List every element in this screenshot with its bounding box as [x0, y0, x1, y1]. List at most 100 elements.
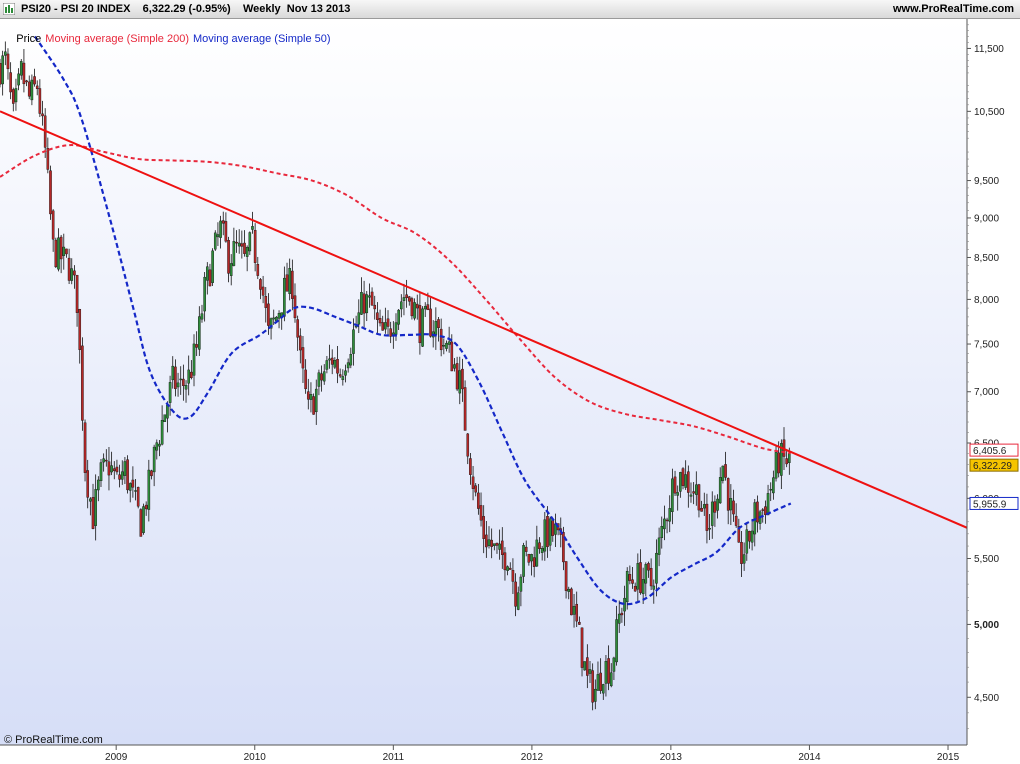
- candle-down: [527, 553, 531, 563]
- candle-up: [309, 394, 313, 400]
- candle-down: [700, 508, 703, 512]
- y-tick-label: 9,000: [974, 213, 999, 224]
- candle-down: [599, 672, 602, 691]
- candle-down: [665, 519, 669, 522]
- candle-up: [187, 369, 190, 384]
- candle-up: [394, 322, 398, 335]
- candle-down: [681, 468, 685, 486]
- candle-down: [777, 452, 780, 474]
- candle-down: [362, 293, 366, 314]
- copyright: © ProRealTime.com: [4, 734, 103, 746]
- candle-down: [378, 317, 382, 324]
- candle-up: [445, 342, 448, 349]
- candle-up: [219, 220, 222, 238]
- candle-up: [668, 508, 672, 522]
- candle-up: [596, 674, 600, 691]
- price-chart[interactable]: 4,5005,0005,5006,0006,5007,0007,5008,000…: [0, 19, 1020, 764]
- candle-down: [578, 621, 581, 625]
- candle-up: [198, 316, 201, 350]
- candle-up: [184, 385, 188, 390]
- candle-down: [495, 542, 499, 546]
- candle-down: [580, 627, 584, 668]
- candle-up: [742, 554, 746, 564]
- candle-down: [647, 563, 650, 571]
- candle-up: [317, 372, 321, 387]
- candle-up: [788, 453, 791, 463]
- candle-down: [81, 345, 84, 421]
- candle-up: [325, 360, 329, 370]
- candle-down: [267, 303, 270, 326]
- candle-down: [67, 257, 71, 281]
- candle-down: [687, 471, 690, 493]
- candle-up: [660, 526, 664, 539]
- candle-down: [564, 561, 568, 591]
- candle-up: [745, 529, 749, 554]
- candle-down: [415, 303, 419, 309]
- candle-down: [381, 322, 384, 331]
- candle-up: [245, 247, 249, 257]
- candle-up: [493, 543, 496, 546]
- candle-up: [641, 579, 645, 595]
- candle-down: [306, 391, 310, 400]
- candle-down: [418, 305, 422, 344]
- candle-down: [764, 506, 767, 515]
- candle-up: [213, 232, 217, 250]
- candle-up: [617, 613, 621, 624]
- candle-up: [548, 518, 552, 546]
- candle-down: [376, 312, 379, 320]
- candle-down: [761, 509, 765, 511]
- candle-down: [633, 585, 637, 592]
- candle-down: [479, 505, 483, 521]
- candle-up: [70, 268, 74, 281]
- candle-down: [500, 540, 504, 555]
- candle-up: [288, 268, 291, 295]
- candle-down: [524, 546, 528, 552]
- candle-up: [522, 545, 525, 577]
- candle-up: [543, 519, 547, 552]
- candle-up: [314, 388, 318, 413]
- candle-up: [625, 571, 629, 603]
- candle-up: [205, 266, 209, 281]
- candle-up: [360, 292, 363, 315]
- last-price-tag-box: [969, 458, 1019, 472]
- candle-up: [283, 277, 286, 317]
- candle-up: [729, 498, 733, 511]
- candle-down: [511, 570, 515, 582]
- candle-down: [105, 459, 108, 462]
- candle-up: [402, 297, 406, 301]
- candle-up: [269, 318, 273, 329]
- candle-down: [27, 81, 31, 97]
- candle-up: [689, 494, 693, 497]
- candle-up: [349, 354, 353, 366]
- x-axis-panel: [0, 745, 967, 764]
- candle-down: [291, 270, 294, 299]
- y-tick-label: 8,500: [974, 253, 999, 264]
- ma50-line: [34, 35, 792, 606]
- candle-down: [485, 534, 488, 548]
- candle-up: [229, 263, 233, 276]
- candle-down: [86, 470, 90, 498]
- candle-up: [176, 382, 180, 388]
- candle-up: [158, 443, 161, 447]
- candle-down: [136, 486, 140, 507]
- candle-up: [4, 51, 7, 56]
- candle-up: [769, 488, 773, 491]
- candle-down: [51, 210, 55, 240]
- candle-up: [487, 539, 491, 546]
- candle-down: [482, 516, 485, 539]
- candle-down: [65, 248, 68, 255]
- candle-up: [588, 669, 592, 674]
- candle-down: [59, 236, 63, 260]
- candle-up: [352, 329, 355, 354]
- ma50-price-tag-box: [969, 496, 1019, 510]
- candle-down: [224, 221, 228, 242]
- candle-down: [83, 422, 87, 473]
- candle-up: [14, 88, 18, 103]
- candle-up: [203, 276, 206, 312]
- legend-ma200: Moving average (Simple 200): [45, 33, 189, 45]
- candle-up: [97, 479, 100, 491]
- candle-up: [168, 382, 172, 403]
- candle-up: [99, 462, 103, 482]
- candle-up: [368, 295, 371, 298]
